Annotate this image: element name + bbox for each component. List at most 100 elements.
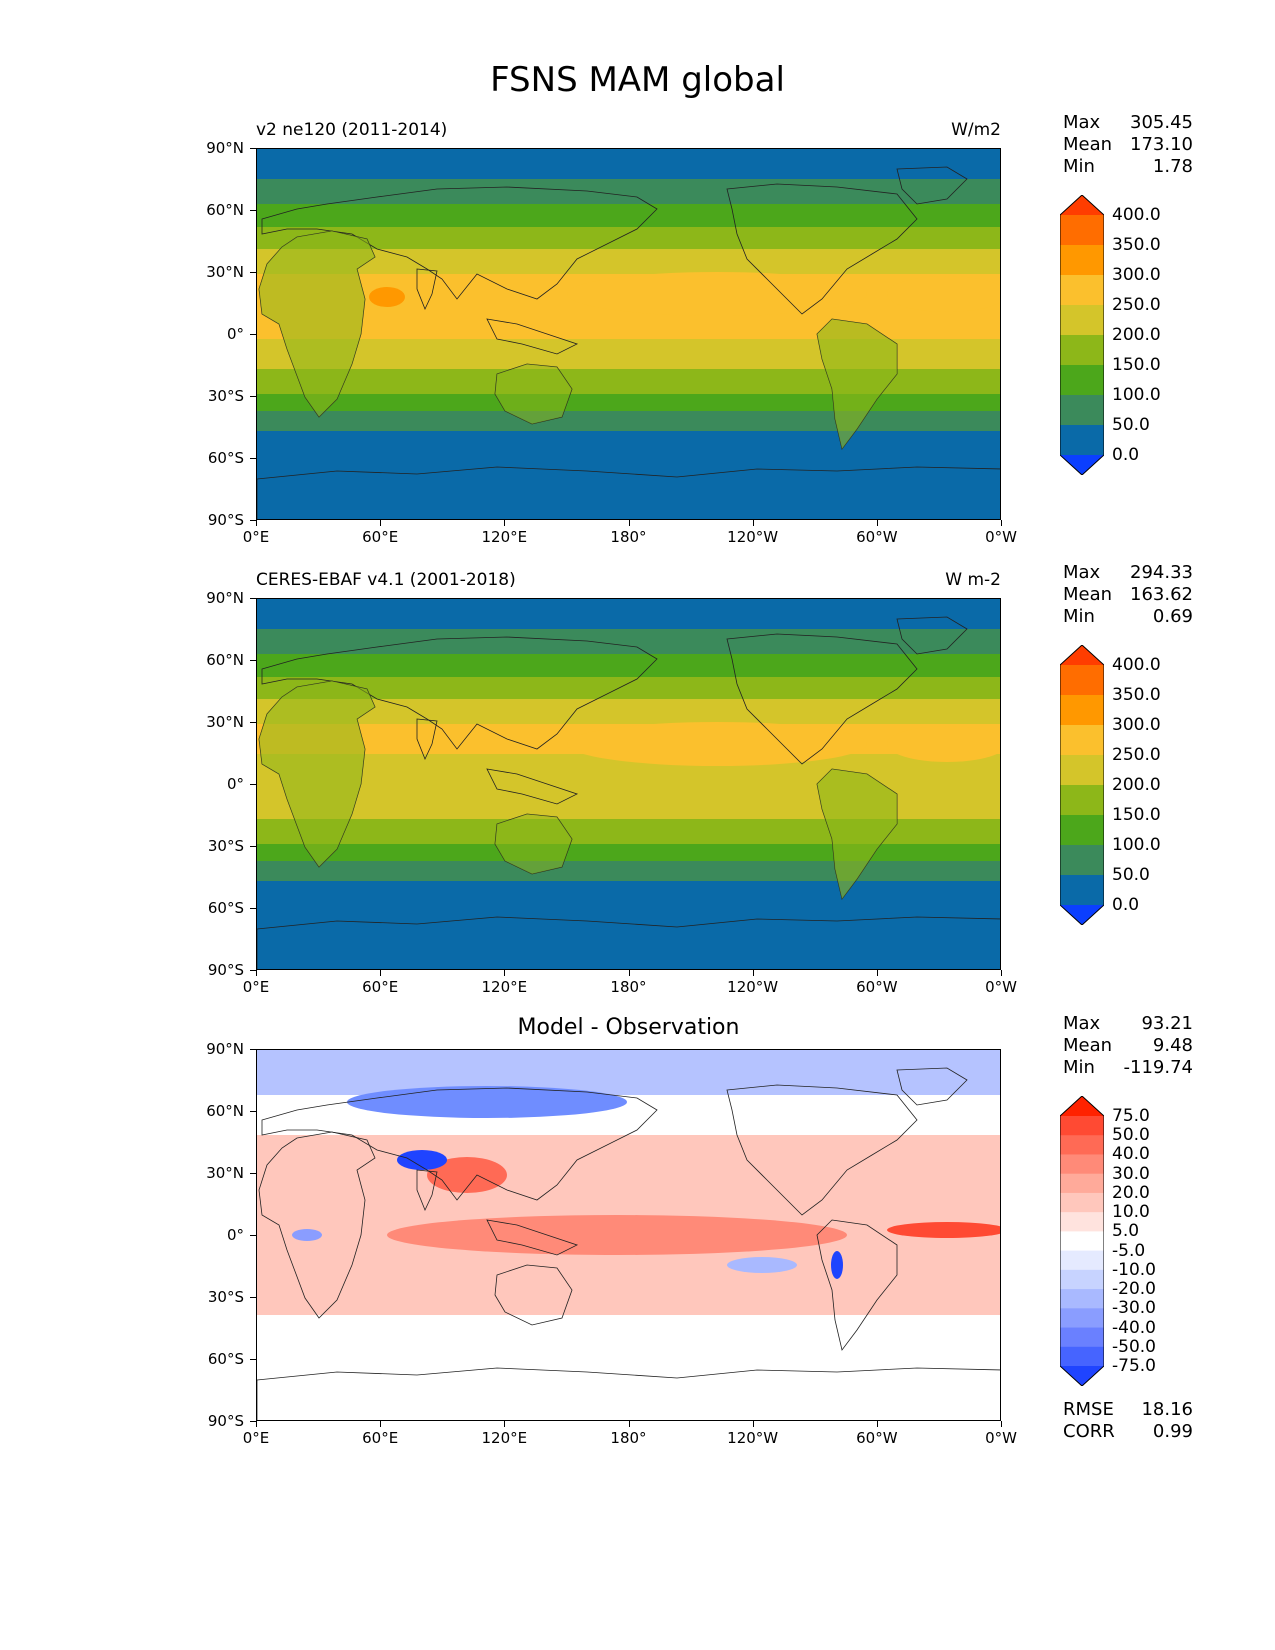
colorbar-tick-label: 30.0: [1112, 1163, 1150, 1184]
lat-band-0: [257, 599, 1000, 629]
colorbar: [1059, 194, 1105, 476]
coastline-2: [416, 718, 438, 761]
colorbar-segment: [1060, 395, 1104, 426]
metric-row-rmse: RMSE 18.16: [1063, 1399, 1193, 1421]
lon-tick-mark: [752, 1421, 754, 1427]
lon-tick-label: 0°E: [242, 528, 270, 546]
metric-label: CORR: [1063, 1421, 1115, 1442]
stat-row-max: Max 294.33: [1063, 562, 1193, 584]
stat-label: Max: [1063, 112, 1101, 133]
lon-tick-label: 60°E: [362, 1429, 399, 1447]
colorbar-tick-label: 50.0: [1112, 415, 1150, 435]
coastline-5: [726, 633, 918, 765]
lon-tick-mark: [876, 970, 878, 976]
stat-label: Min: [1063, 156, 1095, 177]
lat-tick-label: 30°N: [206, 1164, 244, 1182]
lat-tick-label: 90°S: [207, 961, 244, 979]
lat-tick-mark: [250, 520, 256, 521]
metric-value: 18.16: [1141, 1399, 1193, 1420]
colorbar-segment: [1060, 1346, 1104, 1367]
lat-tick-mark: [250, 334, 256, 335]
coastline-1: [261, 1087, 658, 1201]
map-field: [257, 149, 1000, 519]
lat-tick-mark: [250, 1421, 256, 1422]
australia-land: [495, 364, 572, 424]
colorbar-tick-label: 5.0: [1112, 1221, 1140, 1242]
south-america-land: [817, 319, 897, 449]
lat-tick-label: 60°S: [207, 1350, 244, 1368]
africa-land: [259, 681, 375, 867]
colorbar-tick-label: 0.0: [1112, 445, 1140, 465]
colorbar-segment: [1060, 1250, 1104, 1271]
lat-tick-label: 60°S: [207, 899, 244, 917]
lon-tick-mark: [628, 1421, 630, 1427]
colorbar-segment: [1060, 1308, 1104, 1329]
lon-tick-mark: [752, 970, 754, 976]
lat-tick-mark: [250, 908, 256, 909]
andes-negative: [831, 1251, 843, 1279]
colorbar-tick-label: 350.0: [1112, 235, 1161, 255]
stat-row-mean: Mean 163.62: [1063, 584, 1193, 606]
lon-tick-label: 180°: [610, 528, 647, 546]
coastline-5: [726, 183, 918, 315]
lon-tick-label: 120°E: [481, 528, 528, 546]
colorbar-graphic: [1059, 644, 1105, 926]
colorbar-segment: [1060, 1269, 1104, 1290]
arctic-negative: [257, 1050, 1000, 1095]
lon-tick-label: 0°W: [985, 1429, 1017, 1447]
stat-label: Mean: [1063, 584, 1113, 605]
colorbar-graphic: [1059, 1095, 1105, 1387]
coastline-8: [257, 916, 1000, 969]
lat-tick-label: 30°N: [206, 263, 244, 281]
panel-title: CERES-EBAF v4.1 (2001-2018): [256, 570, 516, 590]
lon-tick-label: 120°W: [727, 1429, 779, 1447]
lat-band-4: [257, 699, 1000, 724]
africa-negative: [292, 1229, 322, 1241]
lon-tick-label: 180°: [610, 1429, 647, 1447]
coastline-3: [486, 768, 579, 805]
lat-tick-label: 30°N: [206, 713, 244, 731]
stat-row-min: Min 1.78: [1063, 156, 1193, 178]
metric-label: RMSE: [1063, 1399, 1114, 1420]
colorbar-segment: [1060, 365, 1104, 396]
colorbar-segment: [1060, 245, 1104, 276]
panel-title: Model - Observation: [517, 1015, 740, 1040]
lon-tick-label: 0°W: [985, 978, 1017, 996]
colorbar-segment: [1060, 755, 1104, 786]
lon-tick-label: 120°W: [727, 528, 779, 546]
colorbar-segment: [1060, 1231, 1104, 1252]
lat-tick-label: 90°N: [206, 589, 244, 607]
colorbar-extend-max: [1060, 645, 1104, 665]
lon-tick-mark: [380, 1421, 382, 1427]
stat-row-max: Max 305.45: [1063, 112, 1193, 134]
colorbar-tick-label: -30.0: [1112, 1298, 1156, 1319]
lat-tick-mark: [250, 1359, 256, 1360]
colorbar-tick-label: 250.0: [1112, 745, 1161, 765]
stat-label: Max: [1063, 1013, 1101, 1034]
lon-tick-label: 120°E: [481, 978, 528, 996]
colorbar-segment: [1060, 1135, 1104, 1155]
itcz-positive: [387, 1215, 847, 1255]
lon-tick-label: 180°: [610, 978, 647, 996]
stat-value: 305.45: [1130, 112, 1193, 133]
colorbar-tick-label: -20.0: [1112, 1279, 1156, 1300]
lat-tick-label: 90°S: [207, 1412, 244, 1430]
colorbar-tick-label: 40.0: [1112, 1144, 1150, 1165]
coastline-2: [416, 268, 438, 311]
lon-tick-mark: [876, 1421, 878, 1427]
coastline-6: [896, 1067, 968, 1106]
lat-band-2: [257, 204, 1000, 227]
pacific-hot-region: [567, 272, 867, 316]
lat-tick-mark: [250, 598, 256, 599]
lat-tick-mark: [250, 1049, 256, 1050]
lon-tick-mark: [256, 970, 257, 976]
lat-tick-mark: [250, 272, 256, 273]
lat-tick-label: 90°N: [206, 1040, 244, 1058]
colorbar-tick-label: -75.0: [1112, 1356, 1156, 1376]
lat-tick-label: 90°N: [206, 139, 244, 157]
siberia-negative: [347, 1086, 627, 1118]
map-panel-2: [256, 598, 1001, 970]
lat-band-9: [257, 844, 1000, 861]
coastline-6: [896, 616, 968, 655]
map-panel-1: [256, 148, 1001, 520]
